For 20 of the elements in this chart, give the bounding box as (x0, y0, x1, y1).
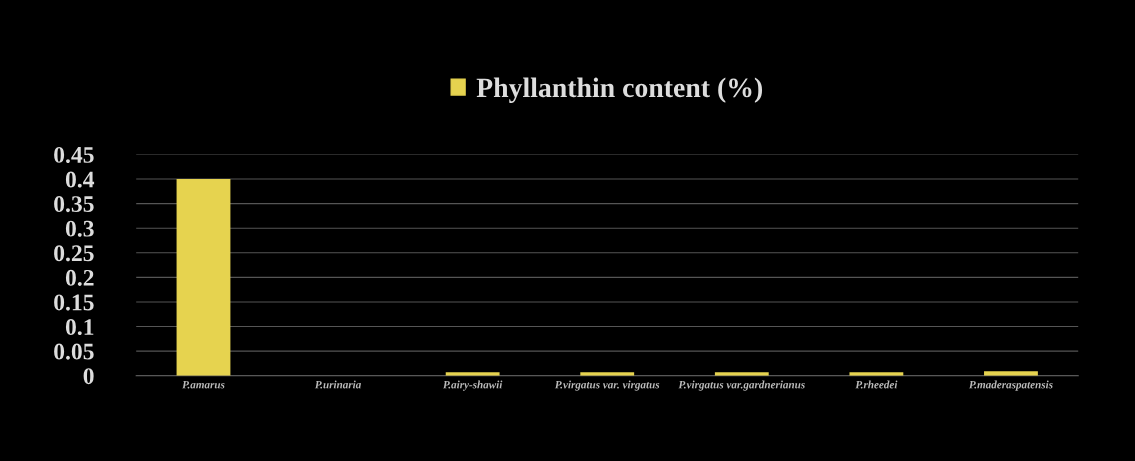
legend-label: Phyllanthin content (%) (476, 77, 763, 103)
y-tick-label: 0.3 (65, 220, 94, 237)
y-tick-label: 0.05 (54, 343, 94, 360)
y-tick-label: 0.45 (54, 146, 94, 163)
bar (984, 371, 1038, 376)
y-tick-label: 0.4 (65, 171, 95, 188)
x-tick-label: P.rheedei (855, 380, 898, 389)
y-tick-label: 0 (83, 368, 94, 385)
x-tick-label: P.urinaria (314, 380, 362, 389)
x-tick-label: P.virgatus var.gardnerianus (678, 380, 805, 391)
x-tick-label: P.virgatus var. virgatus (554, 380, 660, 391)
x-tick-label: P.airy-shawii (442, 380, 503, 391)
y-tick-label: 0.1 (65, 319, 94, 336)
y-tick-label: 0.35 (54, 196, 94, 213)
y-tick-label: 0.25 (54, 245, 94, 262)
bar (176, 179, 231, 376)
x-tick-label: P.amarus (182, 381, 225, 389)
y-tick-label: 0.2 (65, 269, 94, 286)
y-tick-label: 0.15 (54, 294, 94, 311)
x-tick-label: P.maderaspatensis (968, 380, 1053, 391)
